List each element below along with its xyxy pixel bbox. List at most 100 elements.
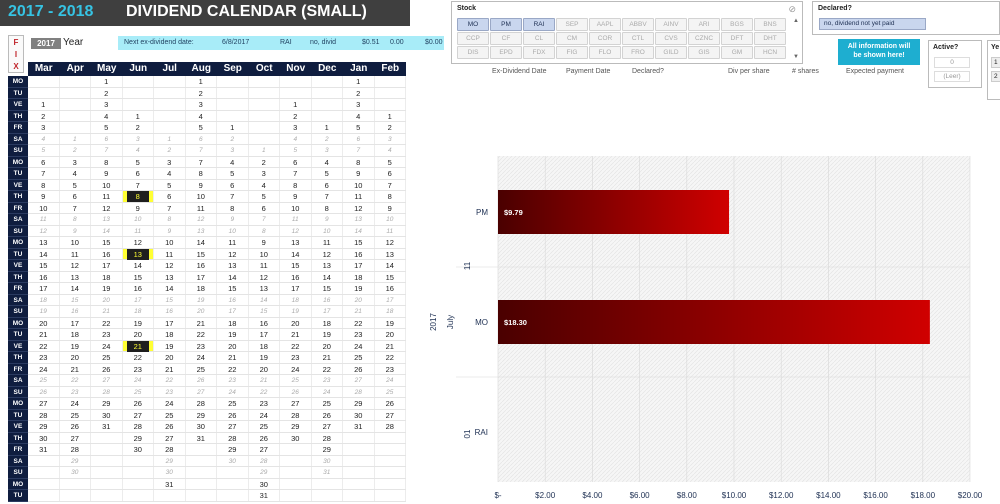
calendar-cell[interactable]: 28	[28, 409, 60, 420]
calendar-cell[interactable]: 20	[123, 329, 154, 340]
calendar-cell[interactable]	[123, 478, 154, 489]
calendar-cell[interactable]: 30	[249, 478, 280, 489]
calendar-cell[interactable]: 13	[60, 271, 91, 282]
calendar-cell[interactable]: 2	[60, 145, 91, 156]
calendar-cell[interactable]: 4	[312, 156, 343, 167]
calendar-cell[interactable]: 9	[343, 168, 375, 179]
calendar-cell[interactable]: 9	[312, 214, 343, 225]
stock-item[interactable]: FDX	[523, 46, 555, 59]
year-slicer[interactable]: Ye 1 2	[987, 40, 1000, 100]
calendar-cell[interactable]: 20	[217, 340, 249, 351]
calendar-cell[interactable]: 21	[375, 340, 406, 351]
calendar-cell[interactable]: 10	[186, 191, 217, 202]
calendar-cell[interactable]: 3	[91, 99, 123, 110]
calendar-cell[interactable]: 21	[249, 375, 280, 386]
calendar-cell[interactable]: 15	[123, 271, 154, 282]
calendar-cell[interactable]: 6	[60, 191, 91, 202]
calendar-cell[interactable]	[154, 490, 186, 501]
calendar-cell[interactable]	[375, 99, 406, 110]
calendar-cell[interactable]: 10	[60, 237, 91, 248]
calendar-cell[interactable]: 1	[60, 133, 91, 144]
calendar-cell[interactable]: 29	[60, 455, 91, 466]
stock-item[interactable]: GILD	[655, 46, 687, 59]
calendar-cell[interactable]: 12	[154, 260, 186, 271]
calendar-cell[interactable]: 3	[312, 145, 343, 156]
calendar-cell[interactable]: 4	[375, 145, 406, 156]
active-option[interactable]: (Leer)	[934, 71, 970, 82]
calendar-cell[interactable]	[375, 76, 406, 87]
calendar-cell[interactable]: 6	[186, 133, 217, 144]
calendar-cell[interactable]: 20	[154, 352, 186, 363]
calendar-cell[interactable]: 16	[249, 317, 280, 328]
calendar-cell[interactable]	[312, 76, 343, 87]
calendar-cell[interactable]: 21	[122, 340, 154, 352]
calendar-cell[interactable]: 8	[154, 214, 186, 225]
calendar-cell[interactable]: 18	[123, 306, 154, 317]
calendar-cell[interactable]: 1	[312, 122, 343, 133]
calendar-cell[interactable]: 10	[154, 237, 186, 248]
calendar-cell[interactable]	[91, 444, 123, 455]
calendar-cell[interactable]: 8	[186, 168, 217, 179]
calendar-cell[interactable]: 3	[154, 156, 186, 167]
calendar-cell[interactable]	[217, 467, 249, 478]
calendar-cell[interactable]: 16	[186, 260, 217, 271]
stock-item[interactable]: FIG	[556, 46, 588, 59]
calendar-cell[interactable]: 12	[343, 202, 375, 213]
calendar-cell[interactable]: 23	[217, 375, 249, 386]
calendar-cell[interactable]: 16	[343, 248, 375, 259]
calendar-cell[interactable]: 5	[312, 168, 343, 179]
calendar-cell[interactable]: 31	[343, 421, 375, 432]
calendar-cell[interactable]: 16	[123, 283, 154, 294]
stock-item[interactable]: GIS	[688, 46, 720, 59]
calendar-cell[interactable]: 21	[280, 329, 312, 340]
stock-item[interactable]: BGS	[721, 18, 753, 31]
calendar-cell[interactable]: 1	[186, 76, 217, 87]
calendar-cell[interactable]: 4	[280, 133, 312, 144]
stock-item[interactable]: CTL	[622, 32, 654, 45]
calendar-cell[interactable]: 15	[91, 237, 123, 248]
calendar-cell[interactable]	[123, 467, 154, 478]
calendar-cell[interactable]: 31	[249, 490, 280, 501]
calendar-cell[interactable]: 30	[154, 467, 186, 478]
calendar-cell[interactable]	[249, 122, 280, 133]
calendar-cell[interactable]: 16	[312, 294, 343, 305]
calendar-cell[interactable]	[343, 444, 375, 455]
calendar-cell[interactable]	[186, 467, 217, 478]
calendar-cell[interactable]: 28	[217, 432, 249, 443]
calendar-cell[interactable]: 4	[186, 110, 217, 121]
calendar-cell[interactable]: 26	[343, 363, 375, 374]
stock-item[interactable]: AAPL	[589, 18, 621, 31]
stock-item[interactable]: HCN	[754, 46, 786, 59]
calendar-cell[interactable]: 29	[28, 421, 60, 432]
calendar-cell[interactable]: 3	[249, 168, 280, 179]
calendar-cell[interactable]: 25	[343, 352, 375, 363]
calendar-cell[interactable]: 27	[123, 409, 154, 420]
stock-item[interactable]: DHT	[754, 32, 786, 45]
calendar-cell[interactable]: 1	[154, 133, 186, 144]
calendar-cell[interactable]: 2	[312, 133, 343, 144]
calendar-cell[interactable]: 31	[312, 467, 343, 478]
calendar-cell[interactable]	[312, 99, 343, 110]
stock-item[interactable]: ABBV	[622, 18, 654, 31]
calendar-cell[interactable]: 26	[249, 432, 280, 443]
calendar-cell[interactable]: 12	[28, 225, 60, 236]
calendar-cell[interactable]: 11	[249, 260, 280, 271]
calendar-cell[interactable]: 16	[28, 271, 60, 282]
calendar-cell[interactable]: 3	[123, 133, 154, 144]
calendar-cell[interactable]: 4	[217, 156, 249, 167]
calendar-cell[interactable]: 25	[375, 386, 406, 397]
calendar-cell[interactable]: 22	[249, 386, 280, 397]
calendar-cell[interactable]: 28	[312, 432, 343, 443]
calendar-cell[interactable]: 10	[343, 179, 375, 190]
calendar-cell[interactable]: 17	[60, 317, 91, 328]
stock-item[interactable]: MO	[457, 18, 489, 31]
calendar-cell[interactable]: 15	[343, 237, 375, 248]
calendar-cell[interactable]: 8	[249, 225, 280, 236]
calendar-cell[interactable]: 11	[60, 248, 91, 259]
calendar-cell[interactable]: 5	[280, 145, 312, 156]
calendar-cell[interactable]: 28	[123, 421, 154, 432]
calendar-cell[interactable]: 21	[312, 352, 343, 363]
stock-item[interactable]: CVS	[655, 32, 687, 45]
calendar-cell[interactable]: 28	[91, 386, 123, 397]
fix-button[interactable]: F I X	[8, 35, 24, 73]
